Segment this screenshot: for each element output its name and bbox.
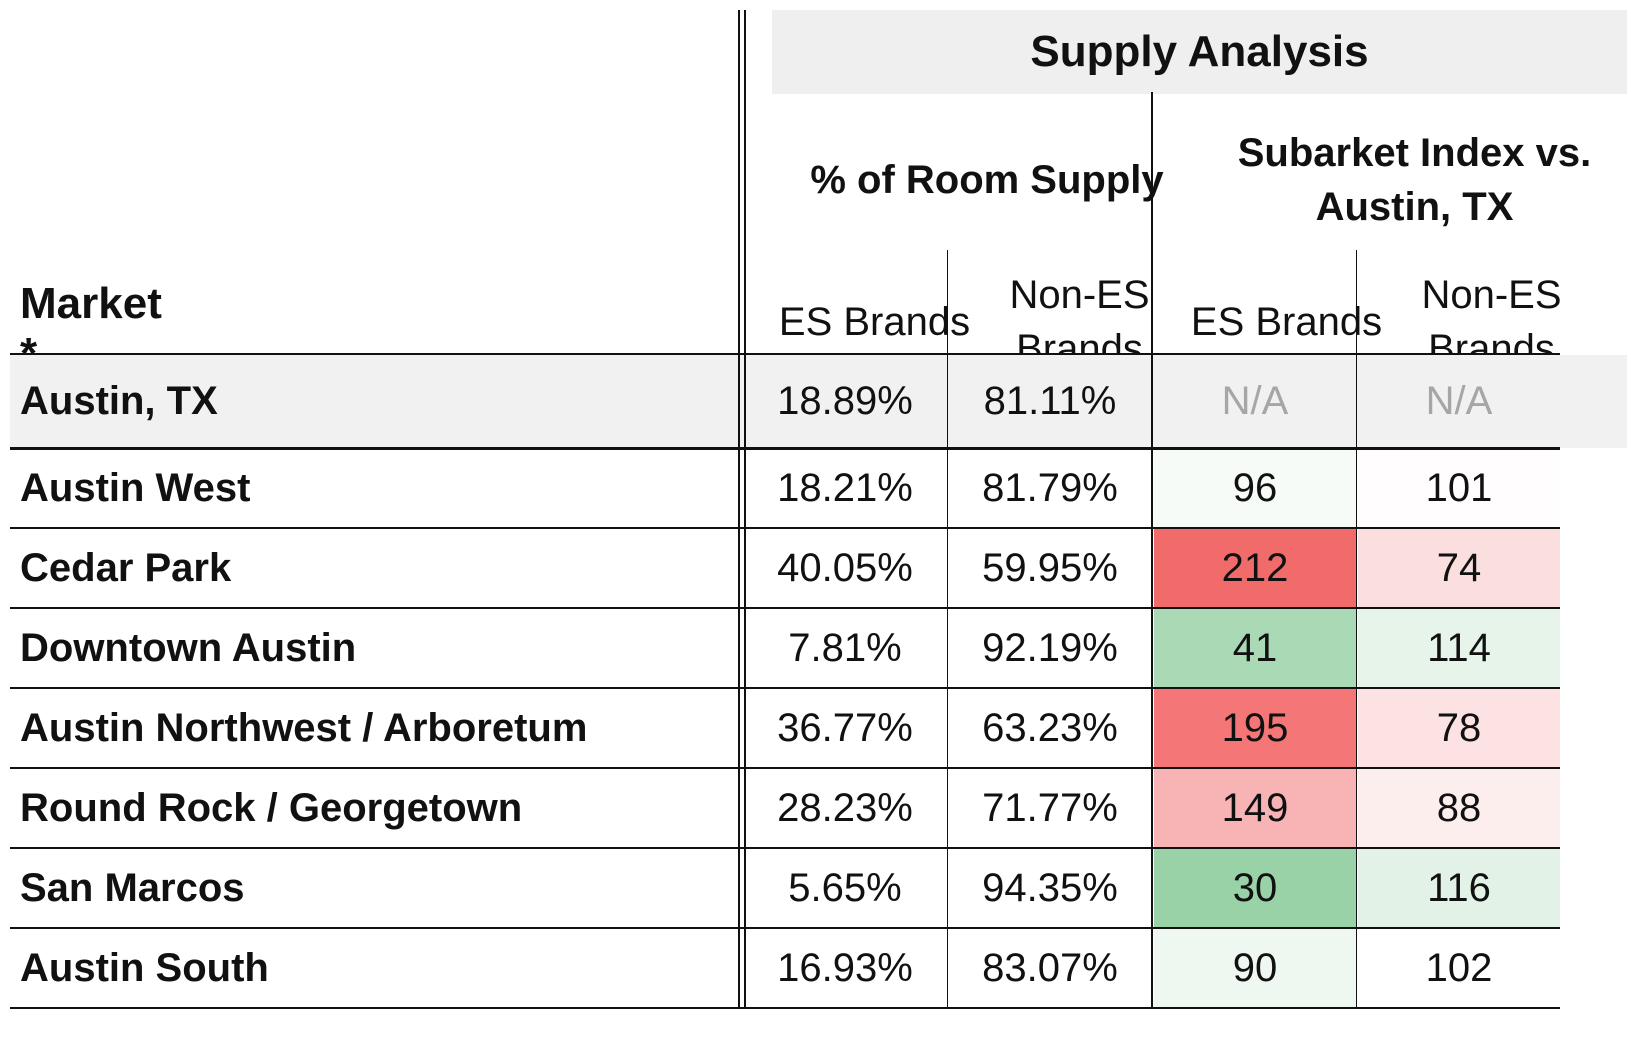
es-pct-cell: 18.89% — [777, 379, 913, 423]
grid-line-horizontal — [10, 927, 1560, 929]
market-name: Austin, TX — [20, 379, 218, 423]
table-row: Austin South 16.93% 83.07% 90 102 — [10, 928, 1627, 1008]
non-es-index-cell: 78 — [1358, 688, 1560, 768]
table-row: Round Rock / Georgetown 28.23% 71.77% 149 88 — [10, 768, 1627, 848]
table-title: Supply Analysis — [1030, 27, 1369, 76]
es-pct-cell: 28.23% — [777, 785, 913, 830]
grid-line-vertical — [744, 10, 746, 1008]
table-row: Austin, TX 18.89% 81.11% N/A N/A — [10, 355, 1627, 448]
grid-line-horizontal — [10, 847, 1560, 849]
non-es-pct-cell: 92.19% — [982, 625, 1118, 670]
non-es-pct-cell: 71.77% — [982, 785, 1118, 830]
grid-line-vertical — [947, 250, 948, 1008]
market-name: Austin West — [20, 465, 251, 510]
non-es-pct-cell: 59.95% — [982, 545, 1118, 590]
group-header-room-supply: % of Room Supply — [810, 158, 1164, 202]
market-name: Cedar Park — [20, 545, 232, 590]
col-header-index-non-es: Non-ES Brands — [1421, 273, 1562, 371]
col-header-room-supply-es: ES Brands — [778, 300, 971, 344]
es-pct-cell: 7.81% — [788, 625, 902, 670]
non-es-index-cell: 101 — [1358, 448, 1560, 528]
grid-line-horizontal — [10, 767, 1560, 769]
grid-line-vertical — [1356, 250, 1357, 1008]
non-es-pct-cell: 94.35% — [982, 865, 1118, 910]
col-header-index-es: ES Brands — [1190, 300, 1383, 344]
grid-line-horizontal — [10, 447, 1560, 450]
es-pct-cell: 16.93% — [777, 945, 913, 990]
non-es-pct-cell: 83.07% — [982, 945, 1118, 990]
es-index-cell: 96 — [1154, 448, 1356, 528]
non-es-index-cell: 102 — [1358, 928, 1560, 1008]
grid-line-vertical — [1151, 92, 1153, 1008]
non-es-index-cell: 74 — [1358, 528, 1560, 608]
table-row: San Marcos 5.65% 94.35% 30 116 — [10, 848, 1627, 928]
market-name: San Marcos — [20, 865, 245, 910]
table-row: Austin West 18.21% 81.79% 96 101 — [10, 448, 1627, 528]
non-es-index-cell: 114 — [1358, 608, 1560, 688]
non-es-pct-cell: 63.23% — [982, 705, 1118, 750]
market-name: Austin South — [20, 945, 269, 990]
non-es-pct-cell: 81.11% — [983, 379, 1117, 423]
es-pct-cell: 18.21% — [777, 465, 913, 510]
group-header-submarket-index: Subarket Index vs. Austin, TX — [1237, 131, 1592, 229]
non-es-pct-cell: 81.79% — [982, 465, 1118, 510]
es-pct-cell: 36.77% — [777, 705, 913, 750]
grid-line-horizontal — [10, 687, 1560, 689]
es-index-cell: 149 — [1154, 768, 1356, 848]
es-pct-cell: 5.65% — [788, 865, 902, 910]
es-index-cell: 212 — [1154, 528, 1356, 608]
grid-line-horizontal — [10, 353, 1560, 355]
es-pct-cell: 40.05% — [777, 545, 913, 590]
es-index-cell: N/A — [1154, 355, 1356, 448]
table-row: Downtown Austin 7.81% 92.19% 41 114 — [10, 608, 1627, 688]
non-es-index-cell: N/A — [1358, 355, 1560, 448]
es-index-cell: 41 — [1154, 608, 1356, 688]
table-row: Cedar Park 40.05% 59.95% 212 74 — [10, 528, 1627, 608]
non-es-index-cell: 88 — [1358, 768, 1560, 848]
grid-line-horizontal — [10, 1007, 1560, 1009]
non-es-index-cell: 116 — [1358, 848, 1560, 928]
es-index-cell: 30 — [1154, 848, 1356, 928]
grid-line-vertical — [738, 10, 740, 1008]
market-name: Downtown Austin — [20, 625, 357, 670]
grid-line-horizontal — [10, 527, 1560, 529]
table-row: Austin Northwest / Arboretum 36.77% 63.23%… — [10, 688, 1627, 768]
grid-line-horizontal — [10, 607, 1560, 609]
market-name: Austin Northwest / Arboretum — [20, 705, 588, 750]
es-index-cell: 195 — [1154, 688, 1356, 768]
market-name: Round Rock / Georgetown — [20, 785, 523, 830]
es-index-cell: 90 — [1154, 928, 1356, 1008]
supply-analysis-header-band — [772, 10, 1627, 94]
